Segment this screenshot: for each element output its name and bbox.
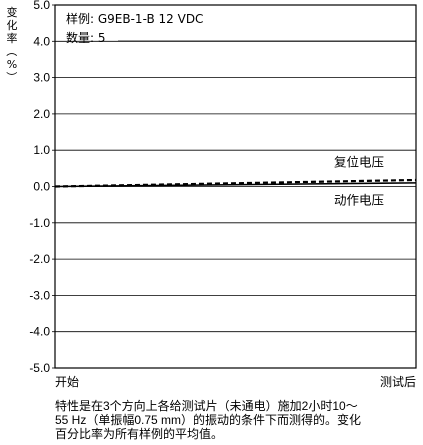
y-tick-label: 1.0 xyxy=(33,143,50,157)
y-axis-label-char: 化 xyxy=(7,18,18,32)
series-line-operate-voltage xyxy=(54,182,417,188)
y-tick-label: 2.0 xyxy=(33,107,50,121)
y-tick-label: -3.0 xyxy=(29,288,50,302)
y-axis-label-char: 率 xyxy=(7,31,18,45)
y-axis-label-char: （ xyxy=(5,46,18,57)
y-axis-label-char: % xyxy=(7,58,17,71)
caption-line-2: 55 Hz（单振幅0.75 mm）的振动的条件下而测得的。变化 xyxy=(55,413,362,427)
x-axis: 开始 测试后 xyxy=(55,374,416,389)
y-tick-label: 4.0 xyxy=(33,34,50,48)
y-tick-label: -4.0 xyxy=(29,325,50,339)
y-tick-label: 3.0 xyxy=(33,71,50,85)
y-tick-label: 5.0 xyxy=(33,0,50,12)
y-axis: 5.0 4.0 3.0 2.0 1.0 0.0 -1.0 -2.0 -3.0 -4.0 -5.0 xyxy=(29,0,55,375)
y-axis-label: 变化率（%） xyxy=(5,5,18,83)
y-axis-label-char: 变 xyxy=(7,5,18,19)
chart: 5.0 4.0 3.0 2.0 1.0 0.0 -1.0 -2.0 -3.0 -4.0 -5.0 变… xyxy=(5,0,417,389)
y-axis-label-char: ） xyxy=(5,72,18,83)
annotation-quantity: 数量: 5 xyxy=(66,30,106,45)
series-label: 复位电压 xyxy=(334,155,384,170)
annotations: 样例: G9EB-1-B 12 VDC 数量: 5 xyxy=(66,11,416,45)
y-tick-label: -2.0 xyxy=(29,252,50,266)
y-tick-label: 0.0 xyxy=(33,180,50,194)
caption-line-1: 特性是在3个方向上各给测试片（未通电）施加2小时10～ xyxy=(55,399,358,413)
y-tick-label: -5.0 xyxy=(29,361,50,375)
caption: 特性是在3个方向上各给测试片（未通电）施加2小时10～ 55 Hz（单振幅0.7… xyxy=(55,399,420,441)
x-category-label: 测试后 xyxy=(380,374,416,389)
x-category-label: 开始 xyxy=(55,375,79,389)
series-label: 动作电压 xyxy=(334,193,384,208)
caption-line-3: 百分比率为所有样例的平均值。 xyxy=(55,427,224,441)
y-tick-label: -1.0 xyxy=(29,216,50,230)
annotation-sample: 样例: G9EB-1-B 12 VDC xyxy=(66,11,203,26)
